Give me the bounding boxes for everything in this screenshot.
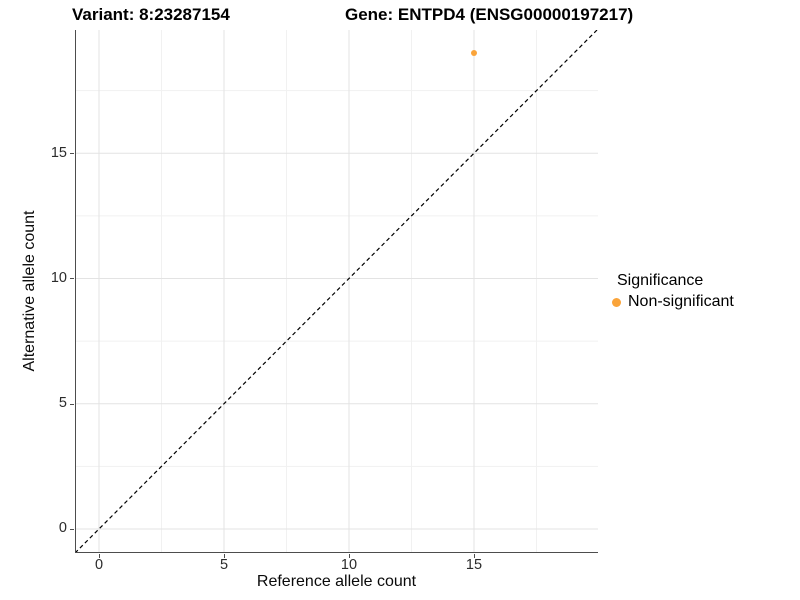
plot-title-gene: Gene: ENTPD4 (ENSG00000197217) [345,5,634,24]
x-axis-title: Reference allele count [256,573,417,590]
y-tick-mark [70,278,74,280]
y-tick-label: 5 [58,395,67,412]
x-tick-mark [349,554,350,558]
identity-line [75,30,598,553]
x-tick-label: 0 [94,557,104,573]
y-tick-mark [70,403,74,405]
legend-title: Significance [617,272,704,289]
y-tick-label: 15 [50,144,67,161]
y-tick-label: 0 [58,520,67,537]
y-tick-mark [70,153,74,155]
data-point [471,50,477,57]
y-axis-title: Alternative allele count [21,210,38,372]
plot-svg [75,30,598,553]
y-tick-label: 10 [50,269,67,286]
x-tick-mark [99,554,100,558]
x-tick-label: 10 [340,557,358,573]
legend: Significance Non-significant [612,272,798,311]
x-tick-mark [224,554,225,558]
legend-item-label: Non-significant [628,293,734,310]
x-tick-mark [474,554,475,558]
legend-item-non-significant: Non-significant [612,293,798,311]
x-tick-label: 15 [465,557,483,573]
x-tick-label: 5 [219,557,229,573]
plot-title-variant: Variant: 8:23287154 [72,5,230,24]
legend-point-icon [612,297,621,307]
y-tick-mark [70,528,74,530]
plot-panel [75,30,598,553]
